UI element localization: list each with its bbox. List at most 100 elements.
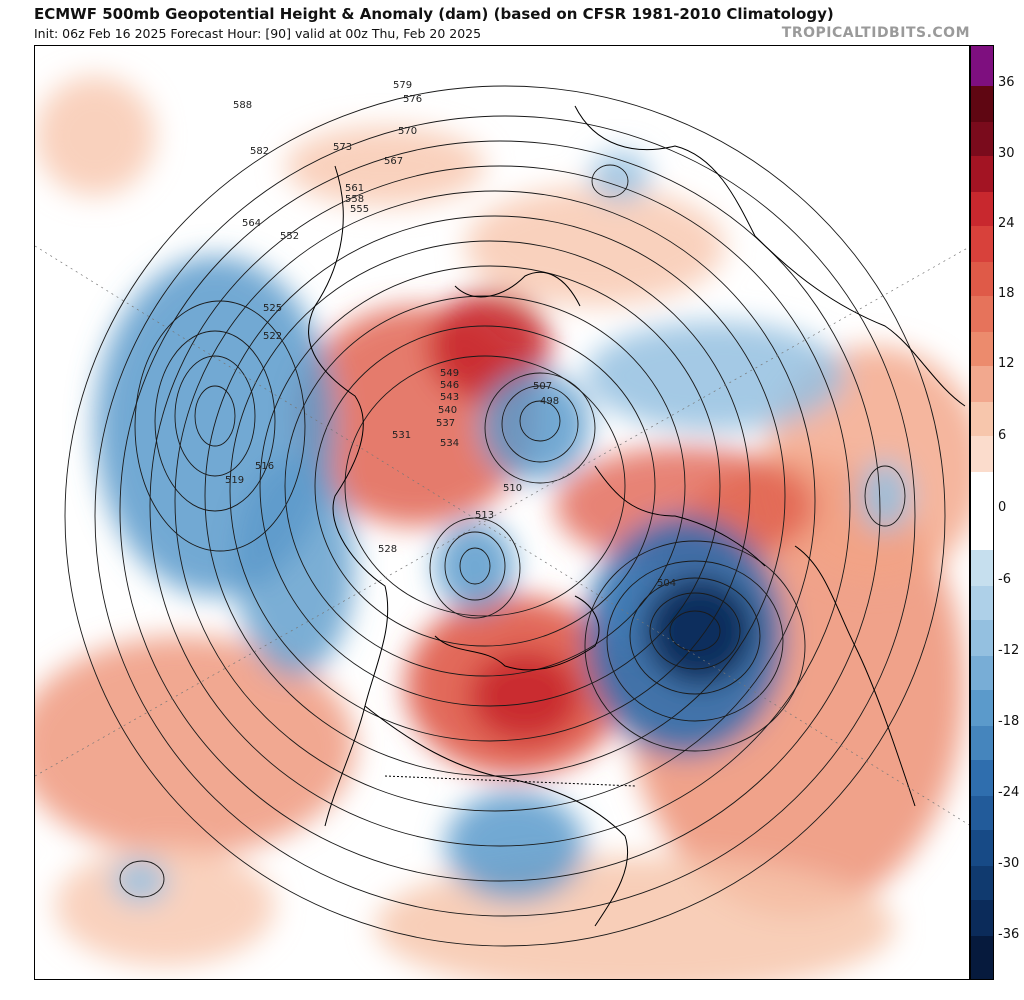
colorbar-segment [971,192,993,226]
colorbar-tick-label: 12 [998,356,1015,371]
colorbar-tick-label: -6 [998,572,1011,587]
height-contour [591,164,629,198]
colorbar-segment [971,86,993,122]
height-contour [649,592,741,670]
chart-subtitle: Init: 06z Feb 16 2025 Forecast Hour: [90… [34,26,482,41]
coastline [364,705,629,927]
colorbar-segment [971,550,993,586]
height-contour [64,85,946,947]
colorbar-segment [971,296,993,332]
contour-label: 537 [436,418,455,429]
contour-label: 504 [657,578,676,589]
colorbar-segment [971,46,993,86]
colorbar-tick-label: -12 [998,643,1020,658]
colorbar-segment [971,656,993,690]
contour-label: 522 [263,331,282,342]
colorbar-segment [971,726,993,760]
contour-label: 564 [242,218,261,229]
colorbar-segment [971,402,993,436]
contour-label: 516 [255,461,274,472]
contour-label: 498 [540,396,559,407]
colorbar-segment [971,332,993,366]
contour-labels: 588 582 579 576 573 570 567 564 561 558 … [225,80,676,589]
colorbar [970,45,994,980]
contour-label: 507 [533,381,552,392]
height-contour [174,355,256,477]
coastlines [35,105,969,927]
positive-anomaly-region [465,186,725,306]
height-contour [194,385,236,447]
contour-label: 525 [263,303,282,314]
contour-label: 558 [345,194,364,205]
contour-label: 543 [440,392,459,403]
colorbar-segment [971,900,993,936]
negative-anomaly-region [480,371,590,481]
low-center-contours [119,164,906,898]
chart-title: ECMWF 500mb Geopotential Height & Anomal… [34,5,834,23]
source-watermark[interactable]: TROPICALTIDBITS.COM [781,25,970,41]
negative-anomaly-region [585,321,845,431]
contour-label: 588 [233,100,252,111]
anomaly-map: 588 582 579 576 573 570 567 564 561 558 … [34,45,970,980]
colorbar-segment [971,796,993,830]
height-contour [284,295,686,677]
negative-anomaly-region [645,576,755,686]
colorbar-segment [971,620,993,656]
contour-label: 582 [250,146,269,157]
height-contour [94,115,916,917]
height-contour [154,330,276,512]
colorbar-segment [971,366,993,402]
negative-anomaly-region [235,456,355,676]
contour-label: 519 [225,475,244,486]
colorbar-segment [971,262,993,296]
contour-label: 510 [503,483,522,494]
colorbar-tick-label: 30 [998,146,1015,161]
height-contour [314,325,656,647]
height-contours [64,85,946,947]
colorbar-tick-label: 36 [998,75,1015,90]
coastline [794,545,916,807]
positive-anomaly-region [35,76,155,196]
height-contour [149,165,851,847]
coastline [594,465,766,567]
contour-label: 573 [333,142,352,153]
map-svg: 588 582 579 576 573 570 567 564 561 558 … [35,46,969,979]
contour-label: 579 [393,80,412,91]
height-contour [119,860,165,898]
height-contour [606,560,784,722]
border-line [384,775,636,787]
negative-anomaly-region [435,521,515,611]
colorbar-segment [971,586,993,620]
positive-anomaly-region [35,636,355,856]
colorbar-segment [971,472,993,550]
contour-label: 576 [403,94,422,105]
contour-label: 567 [384,156,403,167]
coastline [454,271,581,307]
negative-anomaly-region [860,461,910,531]
colorbar-tick-label: 0 [998,500,1007,515]
colorbar-tick-label: 6 [998,428,1007,443]
anomaly-field [35,76,969,979]
height-contour [259,265,721,707]
height-contour [484,372,596,484]
colorbar-segment [971,156,993,192]
colorbar-segment [971,122,993,156]
colorbar-segment [971,866,993,900]
colorbar-segment [971,936,993,979]
height-contour [344,355,626,617]
colorbar-segment [971,830,993,866]
height-contour [864,465,906,527]
contour-label: 531 [392,430,411,441]
contour-label: 528 [378,544,397,555]
colorbar-tick-label: 18 [998,286,1015,301]
height-contour [629,577,761,695]
positive-anomaly-region [555,446,815,566]
height-contour [429,517,521,619]
contour-label: 534 [440,438,459,449]
colorbar-tick-label: -30 [998,856,1020,871]
height-contour [174,190,816,812]
colorbar-segment [971,226,993,262]
positive-anomaly-region [470,651,580,741]
colorbar-segment [971,436,993,472]
height-contour [519,400,561,442]
